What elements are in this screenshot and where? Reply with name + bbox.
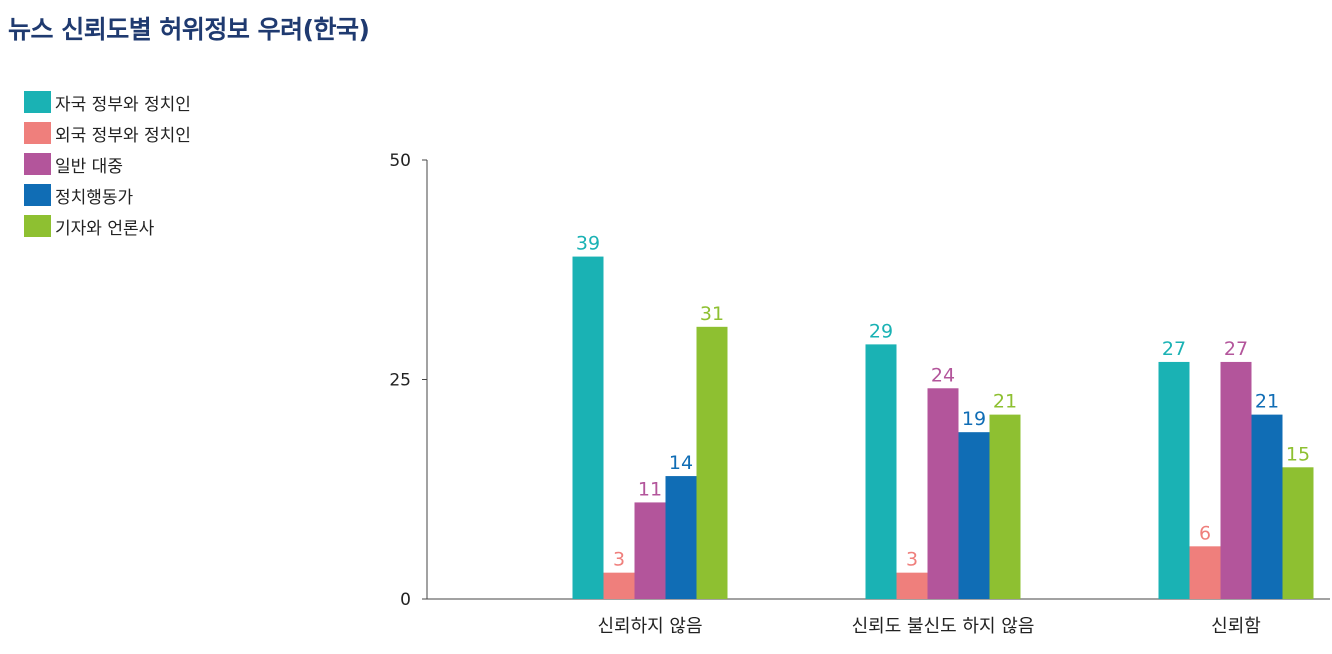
legend-item: 일반 대중 [24, 152, 191, 177]
bar [572, 256, 604, 599]
x-category-label: 신뢰하지 않음 [597, 616, 702, 637]
legend-swatch [24, 91, 51, 113]
bar [865, 344, 897, 599]
x-category-label: 신뢰함 [1211, 616, 1261, 637]
bar [1251, 414, 1283, 599]
legend-swatch [24, 184, 51, 206]
bar-value-label: 27 [1162, 338, 1186, 360]
bar [927, 388, 959, 599]
legend-item: 자국 정부와 정치인 [24, 90, 191, 115]
x-category-label: 신뢰도 불신도 하지 않음 [852, 616, 1035, 637]
legend-swatch [24, 153, 51, 175]
bar-value-label: 24 [931, 364, 955, 386]
bar-value-label: 3 [613, 549, 625, 571]
bar [958, 432, 990, 599]
bar-value-label: 15 [1286, 443, 1310, 465]
legend-item: 기자와 언론사 [24, 214, 191, 239]
legend-swatch [24, 122, 51, 144]
legend-item: 정치행동가 [24, 183, 191, 208]
chart-title: 뉴스 신뢰도별 허위정보 우려(한국) [8, 15, 370, 44]
legend-label: 기자와 언론사 [55, 218, 155, 239]
bar [1158, 361, 1190, 599]
bar-value-label: 21 [1255, 391, 1279, 413]
legend-swatch [24, 215, 51, 237]
bar [1189, 546, 1221, 599]
legend-item: 외국 정부와 정치인 [24, 121, 191, 146]
bar-value-label: 3 [906, 549, 918, 571]
legend-label: 자국 정부와 정치인 [55, 94, 191, 115]
y-tick-label: 50 [389, 151, 411, 171]
bar [696, 326, 728, 599]
legend-label: 정치행동가 [55, 187, 134, 208]
bar-value-label: 27 [1224, 338, 1248, 360]
bar [634, 502, 666, 599]
y-tick-label: 25 [389, 371, 411, 391]
chart-bars [572, 256, 1314, 599]
bar-value-label: 21 [993, 391, 1017, 413]
bar [603, 572, 635, 599]
bar [896, 572, 928, 599]
bar [665, 476, 697, 599]
bar [1282, 467, 1314, 599]
legend-label: 외국 정부와 정치인 [55, 125, 191, 146]
bar-value-label: 19 [962, 408, 986, 430]
bar-value-label: 14 [669, 452, 693, 474]
bar [1220, 361, 1252, 599]
bar-value-label: 39 [576, 233, 600, 255]
bar-value-label: 29 [869, 320, 893, 342]
bar [989, 414, 1021, 599]
y-tick-label: 0 [400, 590, 411, 610]
chart-value-labels: 39 3 11 14 31 29 3 24 19 21 27 6 27 21 15 [576, 233, 1310, 571]
bar-value-label: 31 [700, 303, 724, 325]
bar-value-label: 6 [1199, 522, 1211, 544]
bar-value-label: 11 [638, 478, 662, 500]
legend-label: 일반 대중 [55, 156, 123, 177]
